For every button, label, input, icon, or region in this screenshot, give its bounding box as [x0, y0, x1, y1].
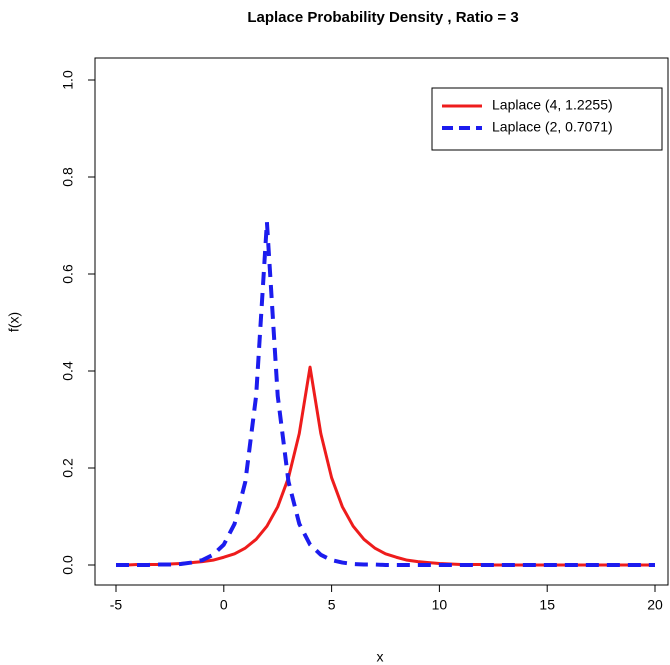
y-tick-label: 0.6	[60, 264, 76, 284]
x-tick-label: 10	[432, 597, 448, 613]
x-axis-label: x	[377, 649, 384, 665]
y-tick-label: 0.0	[60, 555, 76, 575]
x-tick-label: 0	[220, 597, 228, 613]
x-tick-label: 5	[328, 597, 336, 613]
y-tick-label: 0.8	[60, 167, 76, 187]
x-tick-label: -5	[110, 597, 123, 613]
plot-frame	[94, 57, 669, 586]
y-tick-label: 1.0	[60, 70, 76, 90]
series-line	[116, 220, 655, 567]
legend-box	[431, 87, 663, 151]
chart-title: Laplace Probability Density , Ratio = 3	[247, 9, 518, 26]
y-tick-label: 0.4	[60, 361, 76, 381]
series-line	[116, 365, 655, 567]
x-tick-label: 20	[647, 597, 663, 613]
y-axis-label: f(x)	[6, 312, 22, 332]
x-tick-label: 15	[539, 597, 555, 613]
y-tick-label: 0.2	[60, 458, 76, 478]
legend-label: Laplace (2, 0.7071)	[492, 119, 613, 135]
legend-label: Laplace (4, 1.2255)	[492, 97, 613, 113]
